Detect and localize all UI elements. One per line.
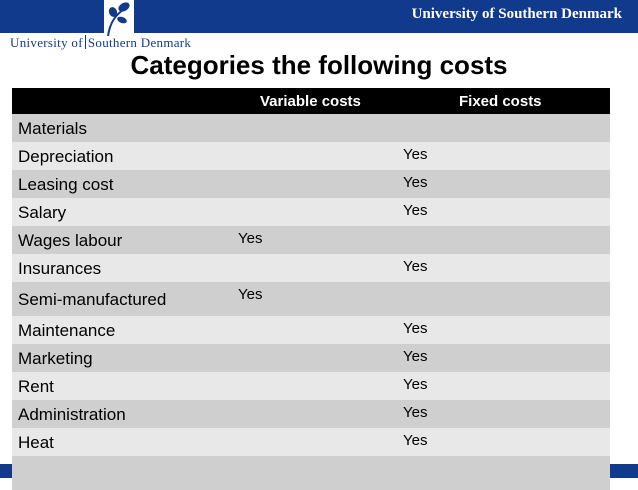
table-row: Wages labour Yes [12, 226, 610, 254]
table-row: Materials [12, 114, 610, 142]
row-name: Wages labour [18, 231, 123, 250]
table-row: Maintenance Yes [12, 316, 610, 344]
header-variable-costs: Variable costs [260, 93, 361, 110]
cost-table: Variable costs Fixed costs Materials Depr… [12, 88, 610, 490]
table-row: Depreciation Yes [12, 142, 610, 170]
university-logo-text: University of Southern Denmark [10, 35, 191, 51]
university-logo-icon [104, 0, 134, 36]
table-row: Semi-manufactured Yes [12, 282, 610, 316]
row-fixed: Yes [403, 432, 428, 449]
row-name: Maintenance [18, 321, 116, 340]
header-fixed-costs: Fixed costs [459, 93, 542, 110]
row-fixed: Yes [403, 404, 428, 421]
table-row [12, 456, 610, 490]
row-fixed: Yes [403, 202, 428, 219]
row-name: Administration [18, 405, 126, 424]
row-variable: Yes [238, 230, 263, 247]
table-header: Variable costs Fixed costs [12, 88, 610, 114]
bottom-right-strip [610, 464, 638, 478]
row-variable: Yes [238, 286, 263, 303]
table-row: Marketing Yes [12, 344, 610, 372]
row-name: Insurances [18, 259, 102, 278]
table-row: Heat Yes [12, 428, 610, 456]
row-fixed: Yes [403, 320, 428, 337]
row-fixed: Yes [403, 376, 428, 393]
row-name: Salary [18, 203, 67, 222]
table-row: Salary Yes [12, 198, 610, 226]
row-fixed: Yes [403, 174, 428, 191]
logo-text-a: University of [10, 35, 83, 50]
logo-text-b: Southern Denmark [87, 35, 192, 50]
table-row: Leasing cost Yes [12, 170, 610, 198]
row-fixed: Yes [403, 348, 428, 365]
row-name: Depreciation [18, 147, 114, 166]
row-fixed: Yes [403, 146, 428, 163]
row-name: Rent [18, 377, 54, 396]
slide-title: Categories the following costs [130, 50, 508, 80]
table-row: Administration Yes [12, 400, 610, 428]
row-fixed: Yes [403, 258, 428, 275]
row-name: Semi-manufactured [18, 290, 167, 309]
top-banner: University of Southern Denmark [0, 0, 638, 33]
bottom-left-strip [0, 464, 12, 478]
row-name: Materials [18, 119, 87, 138]
row-name: Marketing [18, 349, 93, 368]
table-row: Rent Yes [12, 372, 610, 400]
university-name: University of Southern Denmark [411, 6, 622, 22]
row-name: Leasing cost [18, 175, 114, 194]
table-row: Insurances Yes [12, 254, 610, 282]
row-name: Heat [18, 433, 54, 452]
